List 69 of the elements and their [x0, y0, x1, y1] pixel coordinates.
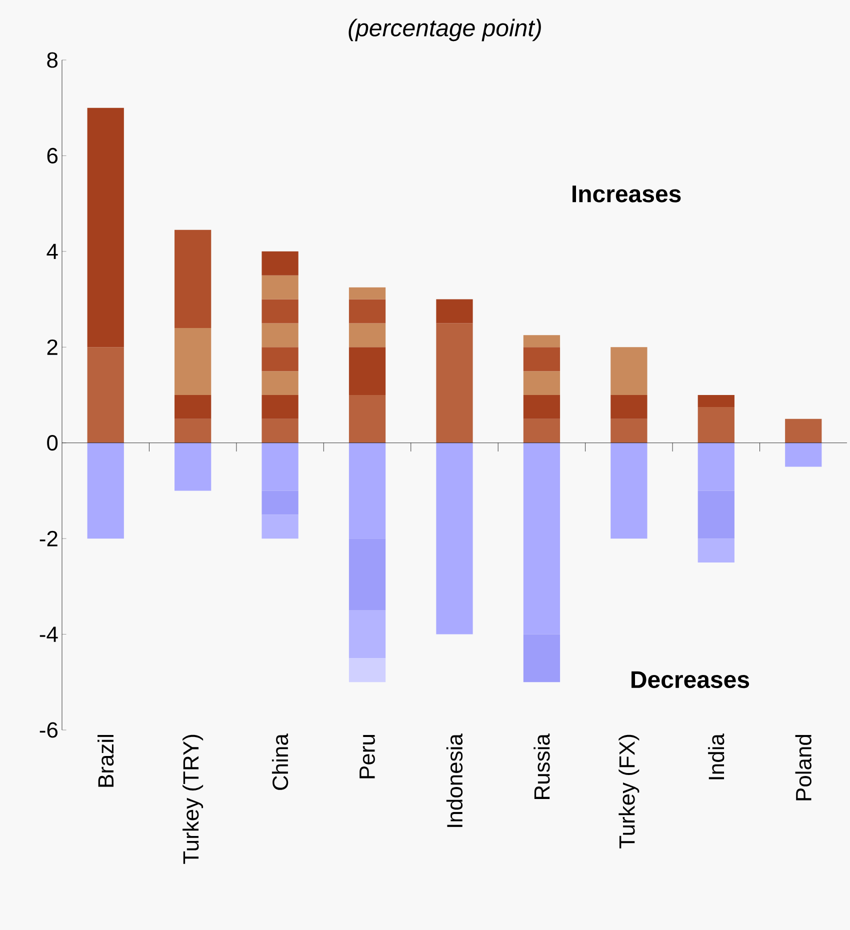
bar: [436, 299, 473, 324]
bar: [523, 442, 560, 634]
bar: [262, 394, 298, 419]
bar: [348, 287, 386, 300]
bar: [262, 347, 298, 372]
bar: [262, 371, 298, 395]
x-tick-label: Turkey (TRY): [182, 734, 204, 864]
bar: [262, 299, 298, 324]
bar: [523, 335, 560, 348]
bar: [523, 418, 560, 443]
chart-subtitle: (percentage point): [348, 18, 541, 42]
bar: [174, 394, 212, 419]
bar: [785, 442, 822, 467]
x-tick-label: Peru: [360, 734, 375, 778]
y-tick-label: 8: [47, 52, 58, 68]
bar: [348, 347, 386, 395]
bar: [610, 394, 648, 419]
bar: [523, 394, 560, 419]
bar: [436, 323, 473, 443]
y-tick-label: 0: [47, 435, 58, 451]
y-tick-label: 6: [47, 148, 58, 164]
x-tick-label: Brazil: [98, 735, 114, 787]
bar: [698, 394, 734, 407]
bar: [698, 538, 734, 562]
y-tick-label: 4: [46, 244, 58, 259]
bar: [348, 610, 386, 658]
bar: [348, 442, 386, 539]
bar: [698, 490, 734, 539]
bar: [610, 442, 648, 539]
bar: [348, 538, 386, 610]
x-tick-label: Indonesia: [446, 734, 463, 827]
bar: [262, 275, 298, 300]
bar: [610, 347, 648, 395]
y-tick-label: -4: [40, 626, 58, 642]
x-tick-label: India: [708, 734, 724, 780]
bar: [523, 347, 560, 372]
y-tick-label: -2: [40, 530, 58, 546]
annotation: Increases: [572, 186, 681, 202]
x-tick-label: Poland: [795, 734, 812, 800]
bar: [785, 418, 822, 443]
bar: [174, 442, 212, 491]
y-tick-label: -6: [40, 722, 58, 738]
bar: [348, 299, 386, 324]
bar: [87, 347, 124, 443]
x-tick-label: China: [272, 734, 288, 790]
bar: [348, 658, 386, 682]
bar: [262, 490, 298, 515]
bar: [610, 418, 648, 443]
bar: [348, 323, 386, 348]
bar: [698, 442, 734, 491]
bar: [174, 418, 212, 443]
x-tick-label: Russia: [534, 734, 550, 799]
bar: [174, 230, 212, 328]
bar: [87, 442, 124, 539]
bar: [262, 323, 298, 348]
y-tick-label: 2: [47, 339, 58, 355]
bar: [174, 328, 212, 395]
annotation: Decreases: [632, 671, 750, 688]
bar: [262, 442, 298, 491]
bar: [87, 108, 124, 348]
bar: [262, 514, 298, 539]
bar: [523, 634, 560, 682]
bar: [348, 394, 386, 443]
bar: [262, 418, 298, 443]
bar: [262, 251, 298, 276]
bar: [698, 406, 734, 443]
bar: [436, 442, 473, 634]
x-tick-label: Turkey (FX): [618, 734, 640, 848]
bar: [523, 371, 560, 395]
